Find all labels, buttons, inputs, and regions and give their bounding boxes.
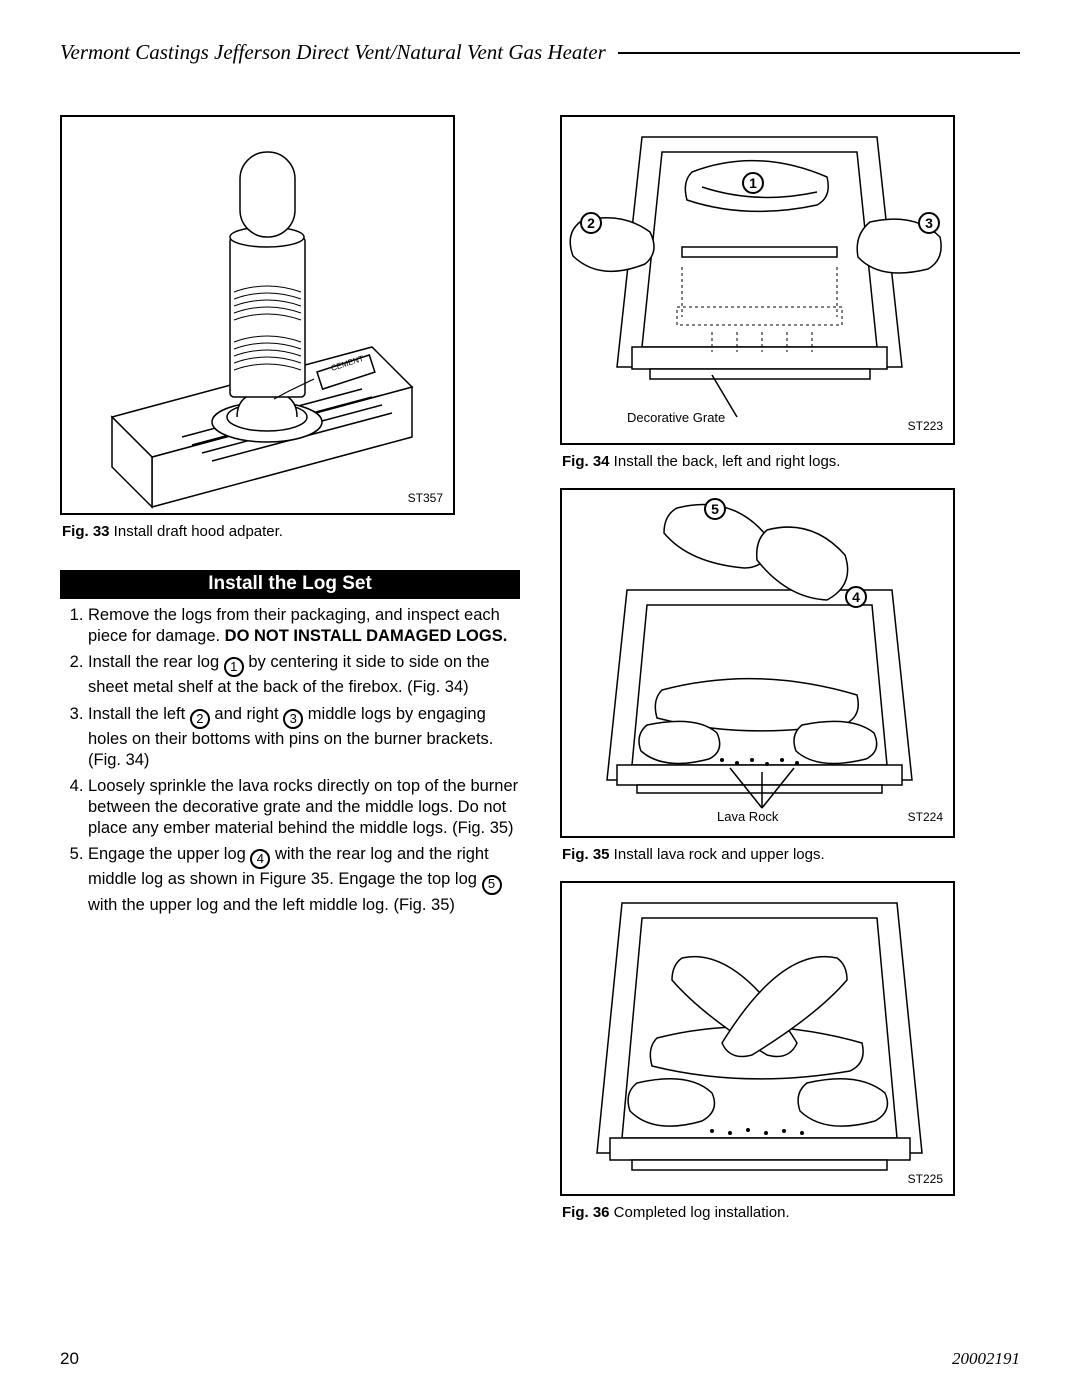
fig33-caption: Fig. 33 Install draft hood adpater.	[62, 523, 520, 540]
column-layout: CEMENT ST357 Fig. 33 Install draft hood …	[60, 115, 1020, 1239]
fig35-circled-4: 4	[845, 586, 867, 608]
section-heading: Install the Log Set	[60, 570, 520, 599]
circled-5: 5	[482, 875, 502, 895]
fig35-code: ST224	[908, 810, 943, 824]
figure-34: 1 2 3 Decorative Grate ST223	[560, 115, 955, 445]
step-5: Engage the upper log 4 with the rear log…	[88, 844, 520, 915]
fig34-grate-label: Decorative Grate	[627, 410, 725, 425]
left-column: CEMENT ST357 Fig. 33 Install draft hood …	[60, 115, 520, 1239]
fig33-code: ST357	[408, 491, 443, 505]
fig35-illustration	[562, 490, 955, 838]
fig33-text: Install draft hood adpater.	[110, 523, 283, 540]
header-title: Vermont Castings Jefferson Direct Vent/N…	[60, 40, 618, 65]
circled-3: 3	[283, 709, 303, 729]
fig35-circled-5: 5	[704, 498, 726, 520]
fig35-caption: Fig. 35 Install lava rock and upper logs…	[562, 846, 1020, 863]
fig36-text: Completed log installation.	[610, 1204, 790, 1221]
fig34-circled-3: 3	[918, 212, 940, 234]
fig36-num: Fig. 36	[562, 1204, 610, 1221]
circled-4: 4	[250, 849, 270, 869]
circled-2: 2	[190, 709, 210, 729]
fig34-text: Install the back, left and right logs.	[610, 453, 841, 470]
fig36-caption: Fig. 36 Completed log installation.	[562, 1204, 1020, 1221]
step-4: Loosely sprinkle the lava rocks directly…	[88, 776, 520, 838]
right-column: 1 2 3 Decorative Grate ST223 Fig. 34 Ins…	[560, 115, 1020, 1239]
fig34-num: Fig. 34	[562, 453, 610, 470]
figure-36: ST225	[560, 881, 955, 1196]
figure-33: CEMENT ST357	[60, 115, 455, 515]
document-number: 20002191	[952, 1349, 1020, 1369]
page-number: 20	[60, 1349, 79, 1369]
fig34-circled-2: 2	[580, 212, 602, 234]
circled-1: 1	[224, 657, 244, 677]
page-header: Vermont Castings Jefferson Direct Vent/N…	[60, 40, 1020, 65]
fig34-caption: Fig. 34 Install the back, left and right…	[562, 453, 1020, 470]
step-2: Install the rear log 1 by centering it s…	[88, 652, 520, 698]
fig33-illustration: CEMENT	[62, 117, 455, 515]
fig34-code: ST223	[908, 419, 943, 433]
manual-page: Vermont Castings Jefferson Direct Vent/N…	[0, 0, 1080, 1397]
figure-35: 5 4 Lava Rock ST224	[560, 488, 955, 838]
instruction-list: Remove the logs from their packaging, an…	[60, 605, 520, 921]
fig35-lava-label: Lava Rock	[717, 809, 778, 824]
step-1: Remove the logs from their packaging, an…	[88, 605, 520, 646]
step-3: Install the left 2 and right 3 middle lo…	[88, 704, 520, 770]
fig33-num: Fig. 33	[62, 523, 110, 540]
fig35-num: Fig. 35	[562, 846, 610, 863]
header-rule	[618, 52, 1020, 54]
fig35-text: Install lava rock and upper logs.	[610, 846, 825, 863]
fig34-circled-1: 1	[742, 172, 764, 194]
fig36-illustration	[562, 883, 955, 1196]
fig36-code: ST225	[908, 1172, 943, 1186]
page-footer: 20 20002191	[60, 1349, 1020, 1369]
fig34-illustration	[562, 117, 955, 445]
